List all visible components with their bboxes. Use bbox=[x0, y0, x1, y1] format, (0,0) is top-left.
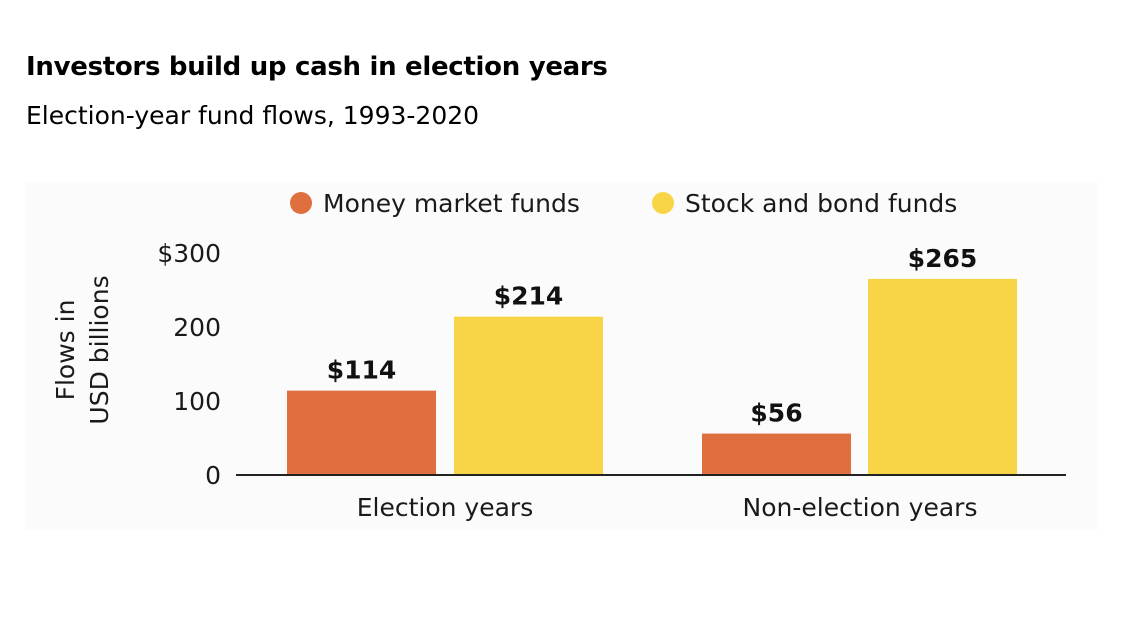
y-tick-label: 200 bbox=[173, 313, 221, 342]
legend-swatch-money-market bbox=[290, 192, 312, 214]
data-label-money-market-funds-election-years: $114 bbox=[327, 356, 397, 385]
bar-chart: Money market funds Stock and bond funds … bbox=[51, 189, 1066, 522]
y-axis-ticks: 0 100 200 $300 bbox=[157, 239, 221, 490]
chart-panel: Money market funds Stock and bond funds … bbox=[26, 182, 1098, 530]
data-label-money-market-funds-non-election-years: $56 bbox=[750, 399, 802, 428]
category-label-election-years: Election years bbox=[357, 493, 534, 522]
legend: Money market funds Stock and bond funds bbox=[290, 189, 957, 218]
y-axis-title: Flows in USD billions bbox=[51, 275, 114, 424]
bar-stock-and-bond-funds-election-years bbox=[454, 316, 603, 475]
y-tick-label: $300 bbox=[157, 239, 221, 268]
bar-money-market-funds-non-election-years bbox=[702, 433, 851, 475]
data-label-stock-and-bond-funds-election-years: $214 bbox=[494, 282, 564, 311]
chart-subtitle: Election-year fund flows, 1993-2020 bbox=[26, 101, 480, 130]
legend-label-stock-bond: Stock and bond funds bbox=[685, 189, 957, 218]
legend-swatch-stock-bond bbox=[652, 192, 674, 214]
y-tick-label: 100 bbox=[173, 387, 221, 416]
bars: $114 $214 $56 $265 bbox=[287, 244, 1017, 475]
bar-stock-and-bond-funds-non-election-years bbox=[868, 278, 1017, 475]
x-axis-categories: Election years Non-election years bbox=[357, 493, 978, 522]
data-label-stock-and-bond-funds-non-election-years: $265 bbox=[908, 244, 978, 273]
y-axis-title-line-2: USD billions bbox=[85, 275, 114, 424]
legend-label-money-market: Money market funds bbox=[323, 189, 580, 218]
y-axis-title-line-1: Flows in bbox=[51, 300, 80, 401]
y-tick-label: 0 bbox=[205, 461, 221, 490]
chart-title: Investors build up cash in election year… bbox=[26, 52, 608, 82]
category-label-non-election-years: Non-election years bbox=[743, 493, 978, 522]
bar-money-market-funds-election-years bbox=[287, 390, 436, 475]
